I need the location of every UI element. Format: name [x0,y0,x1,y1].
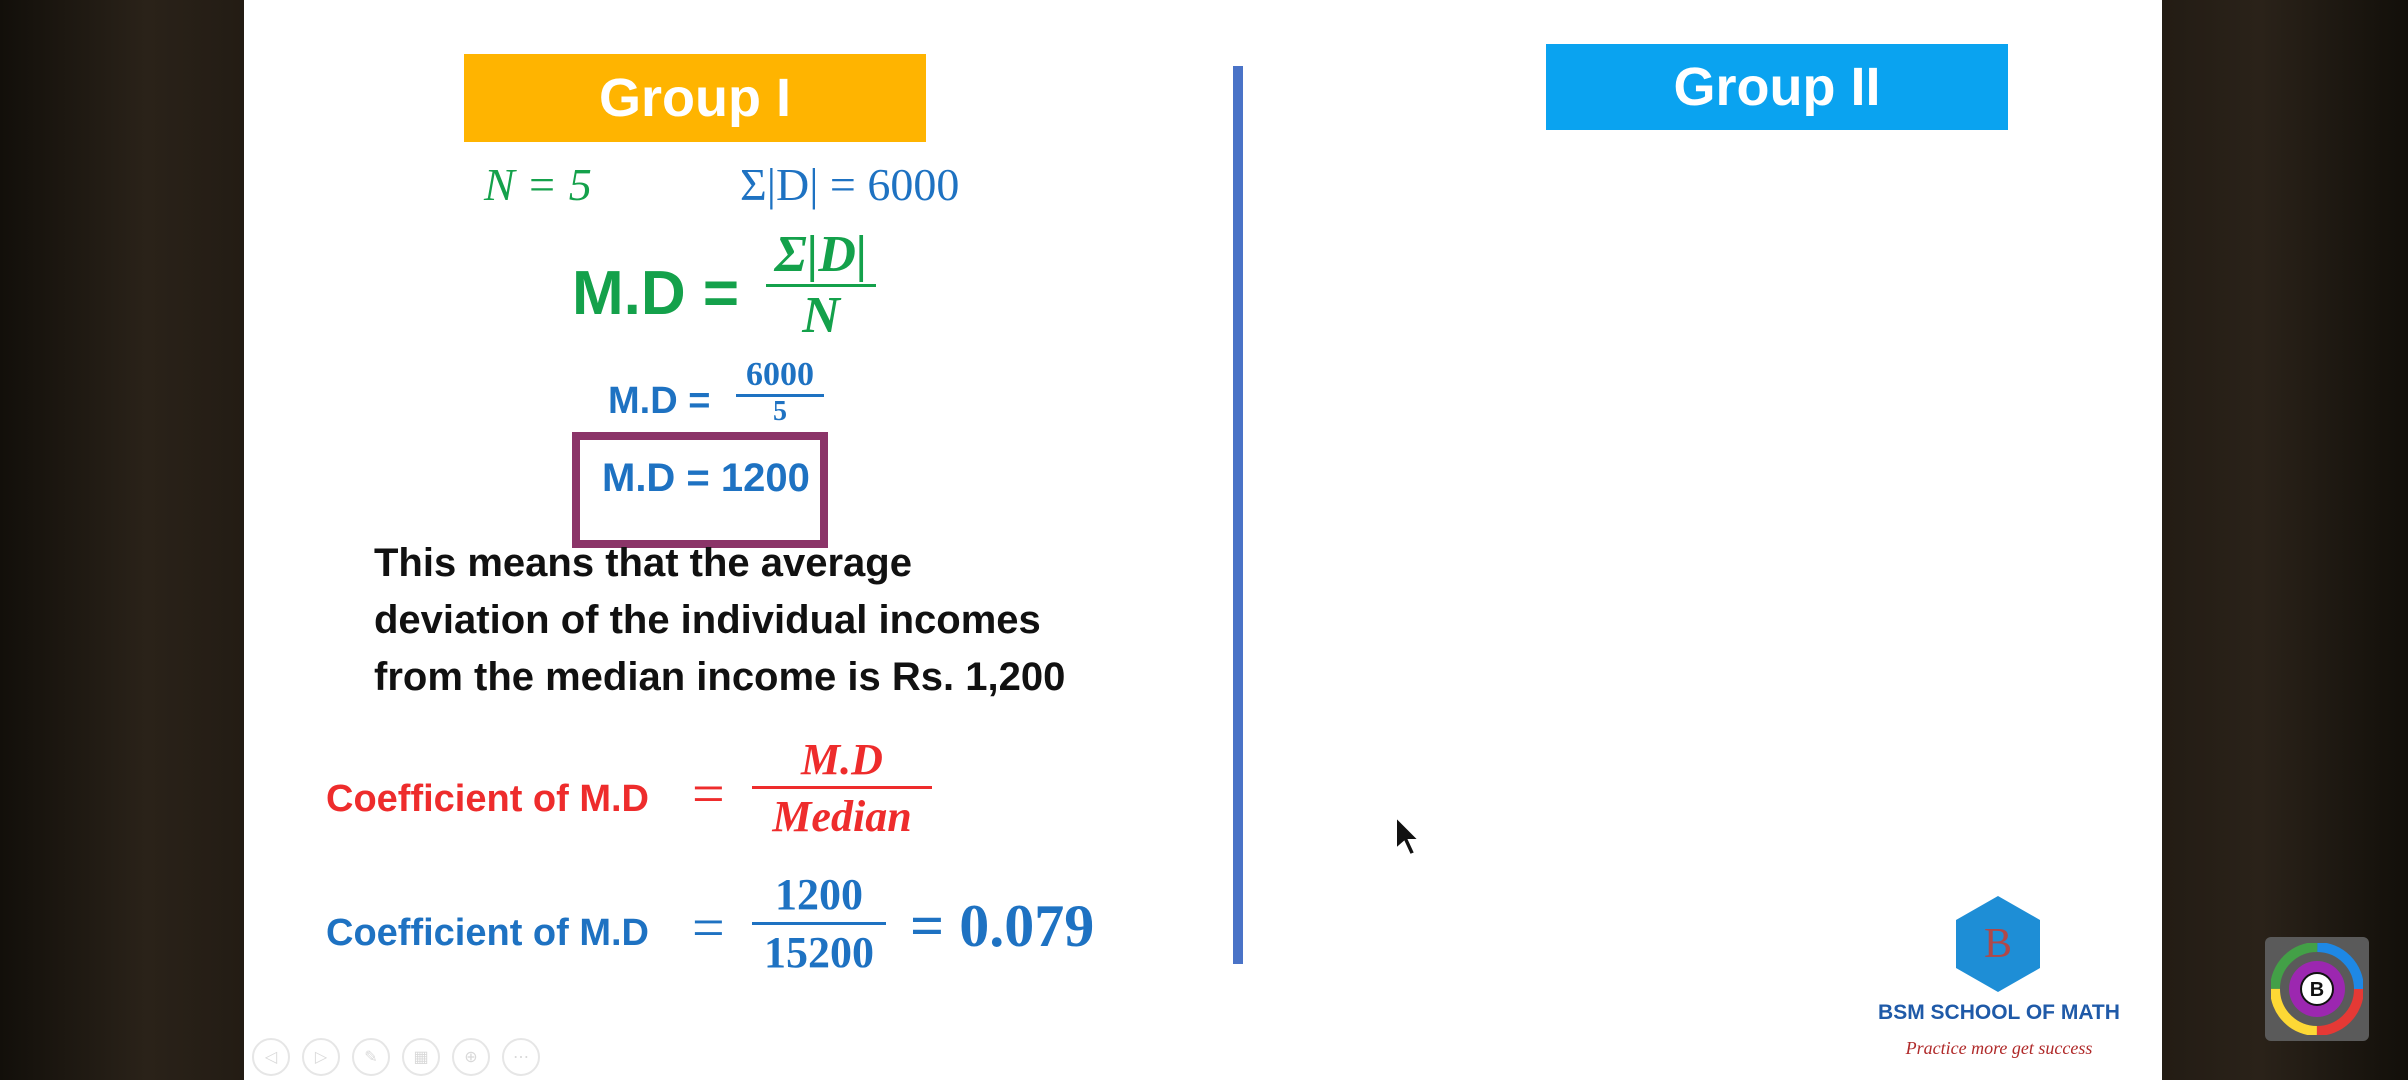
coefficient-formula-fraction: M.D Median [752,734,932,845]
explanation-text: This means that the average deviation of… [374,535,1134,706]
app-overlay-icon[interactable]: B [2265,937,2369,1041]
zoom-icon[interactable]: ⊕ [452,1038,490,1076]
md-formula-numerator: Σ|D| [774,226,868,283]
md-substitution-lhs: M.D = [608,380,711,422]
explanation-line: from the median income is Rs. 1,200 [374,655,1066,699]
coefficient-formula-denominator: Median [772,792,912,841]
explanation-line: deviation of the individual incomes [374,598,1041,642]
given-sum-d: Σ|D| = 6000 [740,159,960,210]
column-divider [1233,66,1243,964]
md-formula-fraction: Σ|D| N [766,226,876,345]
md-result: M.D = 1200 [602,456,810,500]
md-formula-denominator: N [802,287,840,344]
brand-name: BSM SCHOOL OF MATH [1878,1001,2120,1024]
corner-badge-letter: B [2310,979,2324,1001]
md-substitution-denominator: 5 [773,396,787,427]
md-formula-lhs: M.D = [572,259,740,328]
coefficient-value-numerator: 1200 [775,870,863,919]
md-substitution-numerator: 6000 [746,356,814,393]
coefficient-formula-lhs: Coefficient of M.D [326,778,649,820]
given-n: N = 5 [484,159,592,210]
coefficient-formula-equals: = [692,761,725,826]
forward-icon[interactable]: ▷ [302,1038,340,1076]
pen-icon[interactable]: ✎ [352,1038,390,1076]
md-substitution-bar [736,394,824,397]
coefficient-value-bar [752,922,886,925]
mouse-cursor-icon [1395,815,1422,857]
brand-tagline: Practice more get success [1905,1038,2093,1058]
color-wheel-icon: B [2271,943,2363,1035]
bsm-logo-icon: B [1956,896,2040,992]
slideshow-controls: ◁ ▷ ✎ ▦ ⊕ ⋯ [252,1038,540,1076]
group2-header: Group II [1546,44,2008,130]
coefficient-value-lhs: Coefficient of M.D [326,912,649,954]
slides-icon[interactable]: ▦ [402,1038,440,1076]
coefficient-value-denominator: 15200 [764,928,874,977]
left-backdrop [0,0,244,1080]
coefficient-value-fraction: 1200 15200 [752,868,886,981]
coefficient-value-result: = 0.079 [910,893,1095,959]
right-backdrop [2162,0,2408,1080]
coefficient-formula-bar [752,786,932,789]
coefficient-value-equals: = [692,895,725,960]
result-box [572,432,828,548]
presentation-slide: Group I Group II N = 5 Σ|D| = 6000 M.D =… [244,0,2162,1080]
coefficient-formula-numerator: M.D [801,735,883,784]
md-formula-bar [766,284,876,287]
more-icon[interactable]: ⋯ [502,1038,540,1076]
explanation-line: This means that the average [374,541,912,585]
group1-header: Group I [464,54,926,142]
back-icon[interactable]: ◁ [252,1038,290,1076]
md-substitution-fraction: 6000 5 [736,356,824,427]
